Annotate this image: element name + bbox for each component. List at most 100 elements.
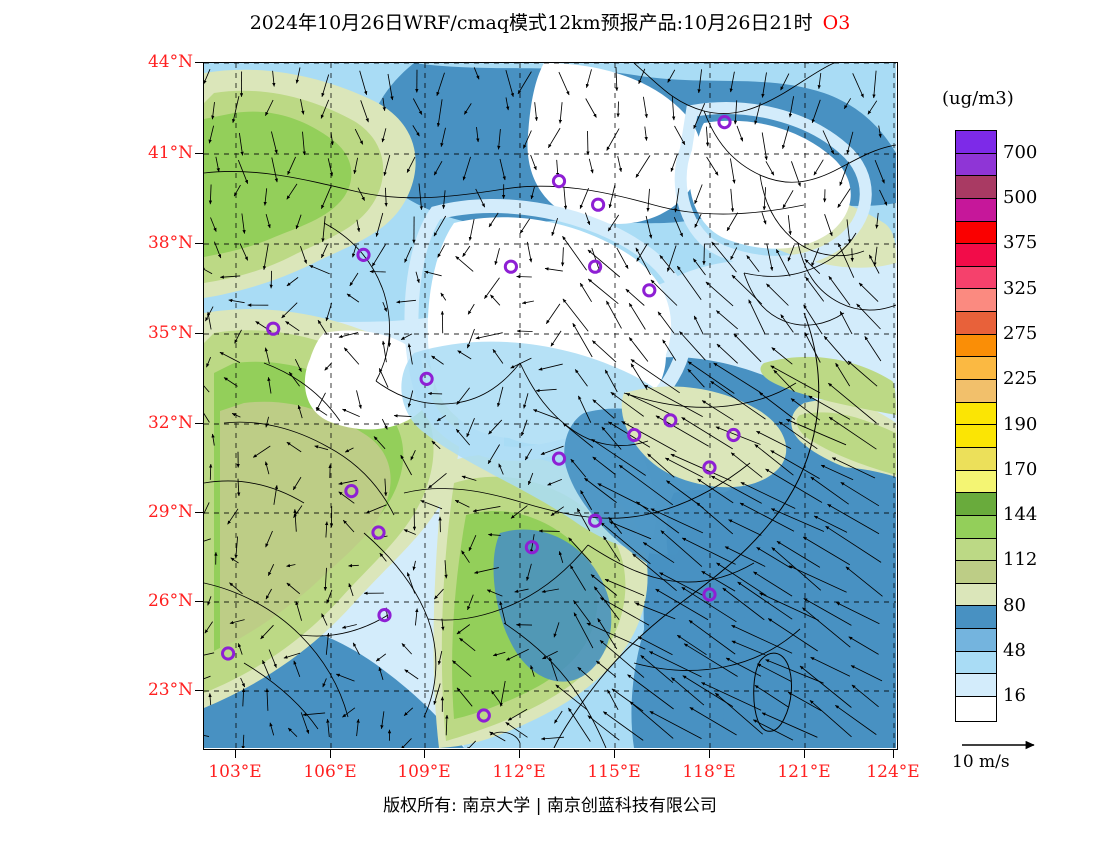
station-marker[interactable]	[419, 371, 434, 386]
station-marker[interactable]	[551, 174, 567, 189]
wind-vector	[309, 265, 330, 275]
wind-vector	[379, 552, 387, 562]
station-marker[interactable]	[627, 427, 642, 443]
station-marker[interactable]	[551, 451, 567, 466]
colorbar[interactable]	[955, 130, 997, 722]
wind-vector	[461, 550, 470, 563]
wind-vector	[269, 722, 275, 736]
wind-vector	[846, 131, 854, 154]
station-marker[interactable]	[717, 115, 732, 130]
lon-tick-mark	[614, 750, 616, 758]
wind-vector	[268, 649, 277, 668]
lat-tick-mark	[195, 512, 203, 514]
wind-vector	[488, 212, 499, 228]
wind-vector	[730, 188, 735, 213]
wind-vector	[267, 564, 275, 576]
station-marker[interactable]	[221, 646, 236, 661]
station-marker[interactable]	[726, 427, 741, 443]
wind-vector	[323, 567, 328, 591]
wind-vector	[544, 267, 563, 272]
wind-vector	[835, 362, 851, 387]
wind-vector	[415, 271, 420, 284]
wind-vector	[516, 274, 532, 279]
station-marker[interactable]	[377, 608, 392, 623]
station-marker[interactable]	[663, 413, 678, 428]
wind-vector	[467, 594, 474, 611]
wind-vector	[348, 583, 354, 597]
forecast-map[interactable]	[203, 62, 898, 750]
wind-vector	[645, 215, 653, 239]
wind-vector	[315, 407, 328, 416]
wind-vector	[204, 675, 211, 680]
wind-vector	[580, 490, 593, 511]
wind-vector	[265, 213, 271, 229]
wind-vector	[618, 464, 674, 506]
wind-vector	[671, 677, 705, 706]
lat-tick-label: 29°N	[147, 502, 193, 522]
wind-vector	[326, 718, 330, 738]
station-marker[interactable]	[356, 247, 371, 262]
station-marker[interactable]	[702, 460, 717, 475]
wind-vector	[403, 707, 414, 717]
station-marker[interactable]	[371, 525, 386, 540]
lon-tick-mark	[893, 750, 895, 758]
wind-vector	[283, 652, 301, 659]
wind-vector	[262, 244, 269, 271]
wind-vector	[467, 303, 475, 315]
station-marker[interactable]	[588, 259, 603, 274]
wind-vector	[468, 219, 475, 241]
wind-vector	[692, 258, 706, 276]
wind-vector	[730, 452, 763, 478]
wind-vector	[412, 98, 423, 115]
wind-vector	[590, 574, 618, 596]
wind-vector	[608, 184, 616, 209]
station-marker[interactable]	[503, 259, 518, 274]
wind-vector-layer	[204, 67, 888, 748]
wind-vector	[775, 249, 791, 277]
wind-vector	[335, 673, 355, 682]
wind-vector	[354, 128, 364, 145]
wind-vector	[514, 588, 529, 593]
wind-vector	[375, 212, 384, 237]
wind-vector	[407, 390, 414, 408]
wind-vector	[530, 665, 535, 677]
wind-vector	[204, 267, 213, 275]
wind-vector	[424, 270, 442, 277]
wind-vector	[356, 219, 361, 233]
wind-vector	[381, 340, 387, 363]
wind-vector	[572, 322, 593, 358]
colorbar-tick-label: 144	[1003, 504, 1038, 526]
wind-vector	[271, 157, 279, 183]
wind-vector	[828, 382, 877, 424]
wind-vector	[851, 684, 879, 708]
wind-vector	[608, 516, 623, 534]
station-marker[interactable]	[588, 513, 603, 528]
wind-vector	[540, 445, 564, 455]
colorbar-band	[956, 221, 996, 245]
wind-vector	[314, 445, 329, 451]
wind-vector	[705, 281, 734, 307]
station-marker[interactable]	[344, 484, 359, 499]
lon-tick-mark	[330, 750, 332, 758]
wind-vector	[293, 660, 301, 678]
station-marker[interactable]	[642, 283, 657, 298]
wind-vector	[517, 71, 532, 95]
colorbar-tick-label: 48	[1003, 640, 1026, 662]
wind-vector	[756, 547, 791, 569]
wind-vector	[568, 537, 592, 563]
station-marker[interactable]	[266, 321, 281, 336]
wind-vector	[538, 529, 560, 533]
wind-vector	[676, 265, 702, 300]
wind-vector	[412, 560, 416, 571]
station-marker[interactable]	[524, 540, 539, 555]
station-marker[interactable]	[476, 708, 491, 723]
wind-vector	[706, 156, 719, 176]
station-marker[interactable]	[702, 587, 717, 602]
colorbar-tick-label: 375	[1003, 232, 1038, 254]
wind-vector	[404, 669, 419, 680]
wind-vector	[694, 213, 702, 228]
lat-tick-label: 23°N	[147, 680, 193, 700]
wind-vector	[810, 656, 851, 677]
station-marker[interactable]	[591, 197, 606, 212]
wind-vector	[441, 618, 445, 631]
